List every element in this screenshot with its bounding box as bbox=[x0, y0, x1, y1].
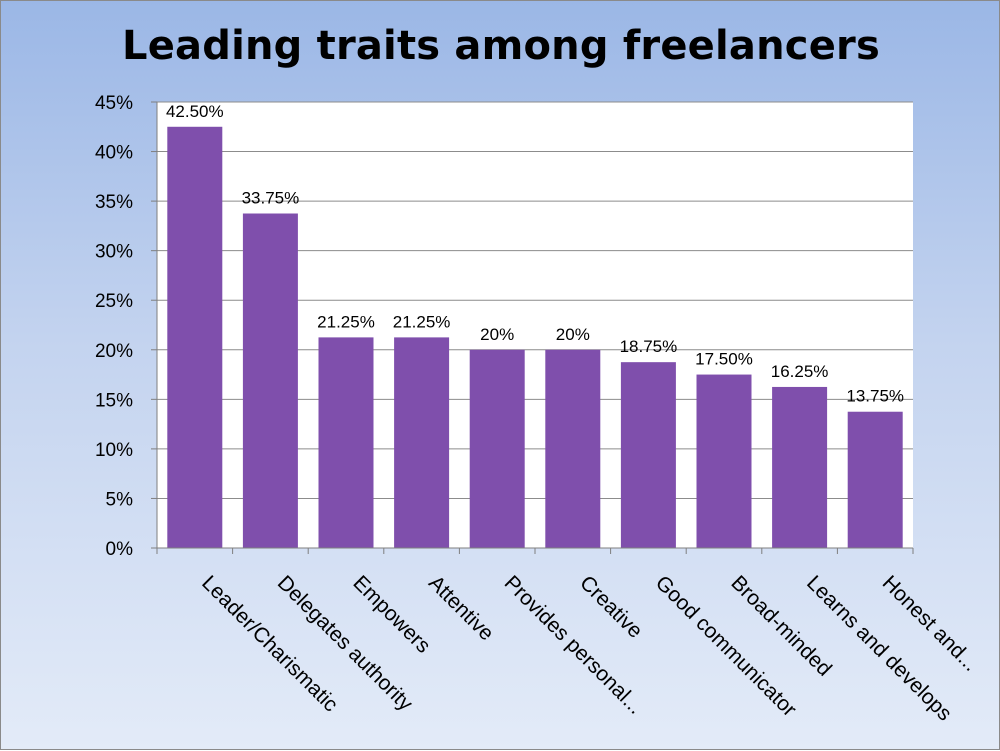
y-tick-label: 20% bbox=[95, 341, 133, 362]
x-category-label: Creative bbox=[575, 571, 647, 643]
data-label: 21.25% bbox=[317, 312, 375, 331]
x-category-label: Provides personal... bbox=[500, 571, 648, 719]
bar bbox=[167, 126, 223, 549]
axes bbox=[151, 101, 914, 554]
bar bbox=[847, 411, 903, 548]
y-tick-label: 40% bbox=[95, 143, 133, 164]
y-tick-label: 45% bbox=[95, 93, 133, 114]
y-tick-label: 35% bbox=[95, 192, 133, 213]
data-label: 17.50% bbox=[695, 350, 753, 369]
data-labels: 42.50% 33.75% 21.25% 21.25% 20% 20% 18.75% 17.5… bbox=[166, 102, 904, 406]
y-tick-label: 0% bbox=[106, 539, 134, 560]
data-label: 20% bbox=[556, 325, 590, 344]
x-category-label: Delegates authority bbox=[273, 571, 418, 716]
x-category-label: Leader/Charismatic bbox=[197, 571, 342, 716]
bar bbox=[696, 374, 752, 548]
bar bbox=[545, 349, 601, 548]
bar bbox=[318, 337, 374, 548]
y-tick-label: 10% bbox=[95, 440, 133, 461]
data-label: 18.75% bbox=[620, 337, 678, 356]
y-tick-label: 25% bbox=[95, 291, 133, 312]
bar bbox=[469, 349, 525, 548]
x-category-label: Learns and develops bbox=[802, 571, 956, 725]
y-tick-label: 30% bbox=[95, 242, 133, 263]
data-label: 42.50% bbox=[166, 102, 224, 121]
x-category-label: Attentive bbox=[424, 571, 498, 645]
data-label: 33.75% bbox=[242, 189, 300, 208]
data-label: 13.75% bbox=[846, 387, 904, 406]
y-tick-label: 15% bbox=[95, 390, 133, 411]
y-tick-labels: 0% 5% 10% 15% 20% 25% 30% 35% 40% 45% bbox=[95, 93, 133, 560]
bars bbox=[167, 126, 903, 549]
data-label: 20% bbox=[480, 325, 514, 344]
y-tick-label: 5% bbox=[106, 489, 134, 510]
bar bbox=[620, 362, 676, 548]
bar bbox=[394, 337, 450, 548]
chart-title: Leading traits among freelancers bbox=[122, 23, 880, 69]
data-label: 21.25% bbox=[393, 312, 451, 331]
x-category-label: Good communicator bbox=[651, 571, 801, 721]
bar bbox=[772, 386, 828, 548]
data-label: 16.25% bbox=[771, 362, 829, 381]
bar bbox=[242, 213, 298, 548]
